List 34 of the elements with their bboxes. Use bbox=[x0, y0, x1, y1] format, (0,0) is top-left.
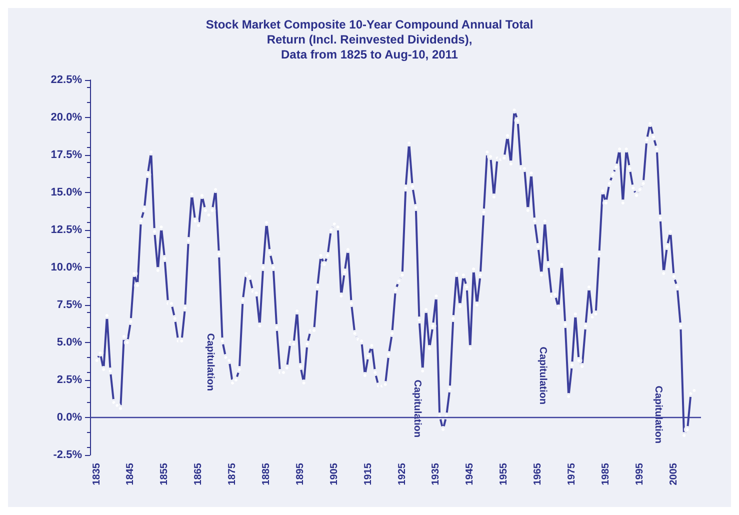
x-tick-label: 1995 bbox=[634, 462, 646, 486]
x-tick-label: 1915 bbox=[362, 462, 374, 486]
annotation: Capitulation bbox=[204, 333, 216, 391]
y-tick-label: 20.0% bbox=[50, 112, 82, 124]
x-tick-label: 1885 bbox=[261, 462, 272, 486]
x-tick-label: 1945 bbox=[464, 462, 476, 486]
y-tick-label: 0.0% bbox=[56, 412, 82, 424]
x-tick-label: 1975 bbox=[566, 462, 578, 486]
x-tick-label: 1875 bbox=[227, 462, 238, 486]
y-tick-label: 5.0% bbox=[56, 336, 82, 348]
annotation: Capitulation bbox=[412, 380, 423, 438]
x-tick-label: 1965 bbox=[532, 462, 544, 486]
x-tick-label: 1985 bbox=[600, 462, 612, 486]
y-tick-label: 7.5% bbox=[56, 299, 82, 311]
y-tick-label: 2.5% bbox=[56, 374, 82, 386]
y-tick-label: -2.5% bbox=[53, 449, 82, 461]
y-tick-label: 12.5% bbox=[50, 224, 82, 236]
x-tick-label: 1855 bbox=[159, 462, 170, 486]
y-tick-label: 10.0% bbox=[50, 262, 82, 274]
x-tick-label: 1925 bbox=[396, 462, 408, 486]
y-tick-label: 17.5% bbox=[50, 149, 82, 161]
x-tick-label: 1955 bbox=[498, 462, 510, 486]
y-tick-label: 15.0% bbox=[50, 186, 82, 198]
x-tick-label: 1845 bbox=[125, 462, 136, 486]
x-tick-label: 1835 bbox=[91, 462, 102, 486]
annotation: Capitulation bbox=[652, 386, 664, 444]
x-tick-label: 2005 bbox=[668, 462, 680, 486]
x-tick-label: 1865 bbox=[193, 462, 204, 486]
x-tick-label: 1895 bbox=[294, 462, 306, 486]
annotation: Capitulation bbox=[537, 346, 548, 404]
x-tick-label: 1935 bbox=[430, 462, 442, 486]
x-tick-label: 1905 bbox=[328, 462, 340, 486]
chart-title: Stock Market Composite 10-Year Compound Annual Total Return (Incl. Reinvested Dividends), Data from 1825 to Aug-10, 2011 bbox=[206, 18, 534, 62]
y-tick-label: 22.5% bbox=[50, 74, 82, 86]
